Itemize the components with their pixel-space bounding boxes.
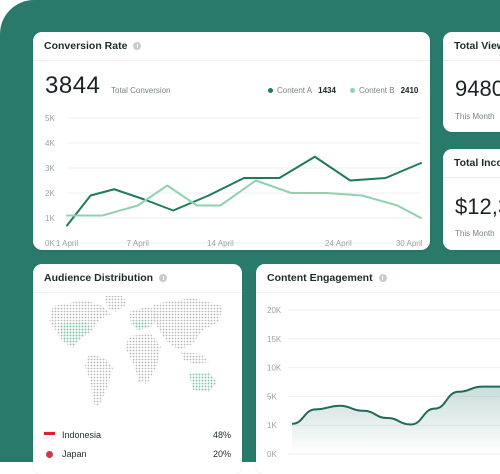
map-highlight-australia: [189, 372, 217, 392]
x-tick-label: 1 April: [56, 239, 78, 248]
conversion-line-chart: 0K 1K 2K 3K 4K 5K 1 April 7 April 14 April 24 Apr…: [45, 114, 423, 248]
total-income-sub: This Month: [455, 229, 495, 238]
y-tick-label: 2K: [45, 189, 55, 198]
flag-indonesia-icon: [43, 431, 56, 439]
conversion-rate-card: Conversion Rate 3844 Total Conversion Co…: [33, 32, 430, 250]
y-tick-label: 20K: [267, 306, 282, 315]
total-views-card: Total Views 9480 This Month: [443, 32, 500, 132]
info-icon[interactable]: [133, 42, 142, 50]
map-greenland: [105, 296, 127, 312]
series-line-content-b: [66, 179, 422, 219]
y-tick-label: 15K: [267, 335, 282, 344]
map-southeast-asia: [181, 352, 209, 364]
y-tick-label: 0K: [45, 239, 55, 248]
map-highlight-usa: [59, 322, 91, 346]
flag-japan-icon: [43, 450, 56, 458]
legend-value-content-a: 1434: [318, 86, 336, 95]
legend-label-content-b: Content B: [359, 86, 395, 95]
total-views-value: 9480: [455, 76, 500, 101]
x-tick-label: 30 April: [396, 239, 423, 248]
legend-content-a[interactable]: Content A 1434: [268, 86, 336, 95]
map-highlight-europe: [133, 320, 149, 330]
x-tick-label: 7 April: [127, 239, 149, 248]
map-south-america: [85, 354, 113, 406]
total-income-value: $12,3: [455, 194, 500, 219]
legend-label-content-a: Content A: [277, 86, 313, 95]
country-percentage: 20%: [212, 449, 231, 459]
content-engagement-card: Content Engagement 0K 1K 5K 10K 15K 20K: [256, 264, 500, 474]
legend-dot-content-a: [268, 88, 273, 93]
total-income-header: Total Income: [443, 149, 500, 178]
y-tick-label: 5K: [267, 392, 277, 401]
legend-content-b[interactable]: Content B 2410: [350, 86, 418, 95]
series-line-content-a: [66, 155, 422, 227]
y-tick-label: 5K: [45, 114, 55, 123]
y-tick-label: 4K: [45, 139, 55, 148]
country-row-indonesia[interactable]: Indonesia 48%: [43, 428, 231, 442]
total-conversion-value: 3844: [45, 72, 101, 99]
audience-distribution-card: Audience Distribution Indone: [33, 264, 242, 474]
total-conversion-label: Total Conversion: [111, 86, 171, 95]
audience-distribution-title: Audience Distribution: [44, 272, 154, 284]
legend-dot-content-b: [350, 88, 355, 93]
total-views-title: Total Views: [454, 40, 500, 52]
content-engagement-header: Content Engagement: [256, 264, 500, 293]
country-row-japan[interactable]: Japan 20%: [43, 447, 231, 461]
content-engagement-title: Content Engagement: [267, 272, 373, 284]
y-tick-label: 1K: [267, 421, 277, 430]
y-tick-label: 1K: [45, 214, 55, 223]
country-percentage: 48%: [212, 430, 231, 440]
legend-value-content-b: 2410: [400, 86, 419, 95]
total-income-card: Total Income $12,3 This Month: [443, 149, 500, 250]
y-tick-label: 3K: [45, 164, 55, 173]
x-tick-label: 24 April: [325, 239, 352, 248]
conversion-rate-title: Conversion Rate: [44, 40, 128, 52]
info-icon[interactable]: [378, 274, 387, 282]
info-icon[interactable]: [159, 274, 168, 282]
y-tick-label: 0K: [267, 450, 277, 459]
engagement-line: [291, 385, 500, 426]
y-tick-label: 10K: [267, 364, 282, 373]
conversion-rate-header: Conversion Rate: [33, 32, 430, 61]
country-name: Japan: [62, 449, 87, 459]
map-africa: [125, 334, 161, 384]
total-views-sub: This Month: [455, 112, 495, 121]
map-asia: [153, 298, 223, 350]
audience-distribution-header: Audience Distribution: [33, 264, 242, 293]
total-views-header: Total Views: [443, 32, 500, 61]
country-name: Indonesia: [62, 430, 102, 440]
content-engagement-chart: 0K 1K 5K 10K 15K 20K: [267, 306, 500, 459]
world-map: [49, 296, 223, 406]
x-tick-label: 14 April: [207, 239, 234, 248]
total-income-title: Total Income: [454, 157, 500, 169]
